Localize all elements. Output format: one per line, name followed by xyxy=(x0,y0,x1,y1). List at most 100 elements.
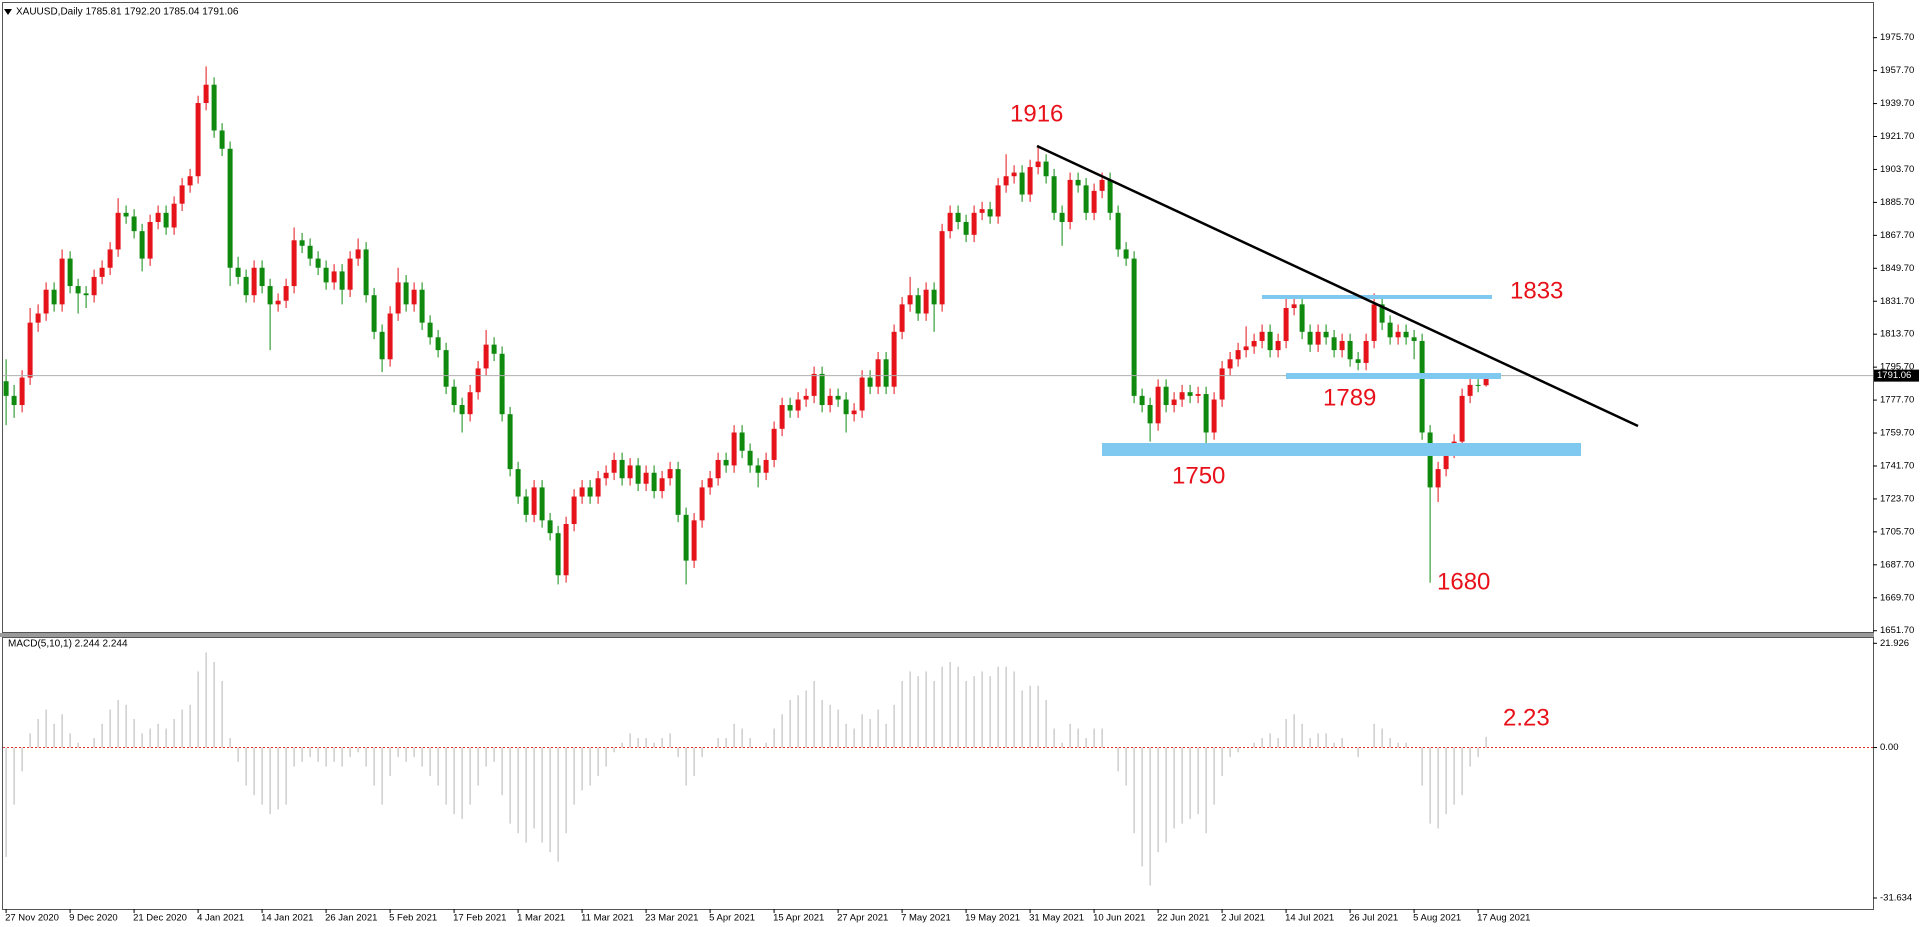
candle-body xyxy=(219,130,225,149)
candle-body xyxy=(571,496,577,525)
candle-body xyxy=(843,399,849,415)
candle-body xyxy=(83,293,89,296)
candle-body xyxy=(1083,185,1089,213)
candle-body xyxy=(235,267,241,277)
candle-body xyxy=(1411,337,1417,341)
macd-title: MACD(5,10,1) 2.244 2.244 xyxy=(8,639,128,650)
candle-body xyxy=(875,359,881,387)
candle-body xyxy=(1291,304,1297,309)
candle-body xyxy=(771,428,777,460)
candle-body xyxy=(659,478,665,492)
candle-body xyxy=(603,472,609,479)
candle-body xyxy=(171,203,177,228)
annotation: 1750 xyxy=(1172,462,1225,489)
candle-body xyxy=(1419,340,1425,433)
x-tick-label: 5 Feb 2021 xyxy=(389,913,437,924)
candle-body xyxy=(1147,405,1153,424)
candle-body xyxy=(1371,304,1377,341)
x-tick-label: 27 Nov 2020 xyxy=(5,913,59,924)
candle-body xyxy=(523,496,529,515)
candle-body xyxy=(227,148,233,268)
candle-body xyxy=(163,212,169,228)
current-price-label: 1791.06 xyxy=(1877,370,1911,381)
candle-body xyxy=(499,353,505,415)
candle-body xyxy=(363,249,369,296)
y-tick-label: 1795.70 xyxy=(1880,362,1914,373)
y-tick-label: 1885.70 xyxy=(1880,197,1914,208)
candle-body xyxy=(1467,384,1473,396)
candle-body xyxy=(379,331,385,360)
candle-body xyxy=(3,381,9,396)
y-tick-label: 1903.70 xyxy=(1880,164,1914,175)
candle-body xyxy=(1443,450,1449,470)
y-tick-label: 21.926 xyxy=(1880,638,1909,649)
candle-body xyxy=(555,533,561,576)
candle-body xyxy=(915,295,921,314)
y-tick-label: 1813.70 xyxy=(1880,329,1914,340)
candle-body xyxy=(787,405,793,411)
candle-body xyxy=(835,395,841,400)
candle-body xyxy=(1323,331,1329,338)
candle-body xyxy=(1387,322,1393,338)
candle-body xyxy=(1211,399,1217,433)
candle-body xyxy=(611,459,617,473)
candle-body xyxy=(707,478,713,488)
candle-body xyxy=(451,386,457,406)
candle-body xyxy=(283,286,289,301)
candle-body xyxy=(1267,331,1273,351)
menu-arrow xyxy=(4,9,12,15)
candle-body xyxy=(315,258,321,268)
candle-body xyxy=(1139,395,1145,406)
candle-body xyxy=(1011,172,1017,177)
candle-body xyxy=(291,240,297,287)
candle-body xyxy=(1355,359,1361,363)
candle-body xyxy=(59,258,65,305)
candle-body xyxy=(755,465,761,473)
x-tick-label: 10 Jun 2021 xyxy=(1093,913,1145,924)
candle-body xyxy=(123,212,129,217)
candle-body xyxy=(1035,161,1041,168)
x-tick-label: 4 Jan 2021 xyxy=(197,913,244,924)
resistance-line xyxy=(1262,295,1492,299)
candle-body xyxy=(883,359,889,387)
candle-body xyxy=(1475,384,1481,386)
candle-body xyxy=(1003,176,1009,186)
candle-body xyxy=(1227,359,1233,369)
candle-body xyxy=(1275,340,1281,351)
candle-body xyxy=(1203,394,1209,433)
y-tick-label: 1777.70 xyxy=(1880,395,1914,406)
trend-line xyxy=(1036,144,1639,428)
candle-body xyxy=(803,395,809,400)
candle-body xyxy=(779,405,785,429)
candle-body xyxy=(1395,331,1401,338)
x-tick-label: 23 Mar 2021 xyxy=(645,913,698,924)
candle-body xyxy=(131,216,137,232)
candle-body xyxy=(155,212,161,222)
x-tick-label: 5 Aug 2021 xyxy=(1413,913,1461,924)
candle-body xyxy=(1171,399,1177,406)
level-line xyxy=(1286,373,1501,379)
x-tick-label: 5 Apr 2021 xyxy=(709,913,755,924)
candle-body xyxy=(995,185,1001,217)
candle-body xyxy=(1331,337,1337,351)
candle-body xyxy=(1091,190,1097,213)
candle-body xyxy=(763,459,769,473)
candle-body xyxy=(203,84,209,104)
x-tick-label: 19 May 2021 xyxy=(965,913,1020,924)
support-zone xyxy=(1102,443,1581,456)
candle-body xyxy=(179,185,185,204)
candle-body xyxy=(355,249,361,259)
candle-body xyxy=(339,271,345,290)
candle-body xyxy=(795,399,801,411)
candle-body xyxy=(1155,386,1161,424)
candle-body xyxy=(851,410,857,415)
candle-body xyxy=(267,286,273,305)
candle-body xyxy=(859,377,865,411)
candle-body xyxy=(955,212,961,222)
candle-body xyxy=(307,245,313,259)
candle-body xyxy=(867,377,873,387)
candle-body xyxy=(1099,179,1105,191)
